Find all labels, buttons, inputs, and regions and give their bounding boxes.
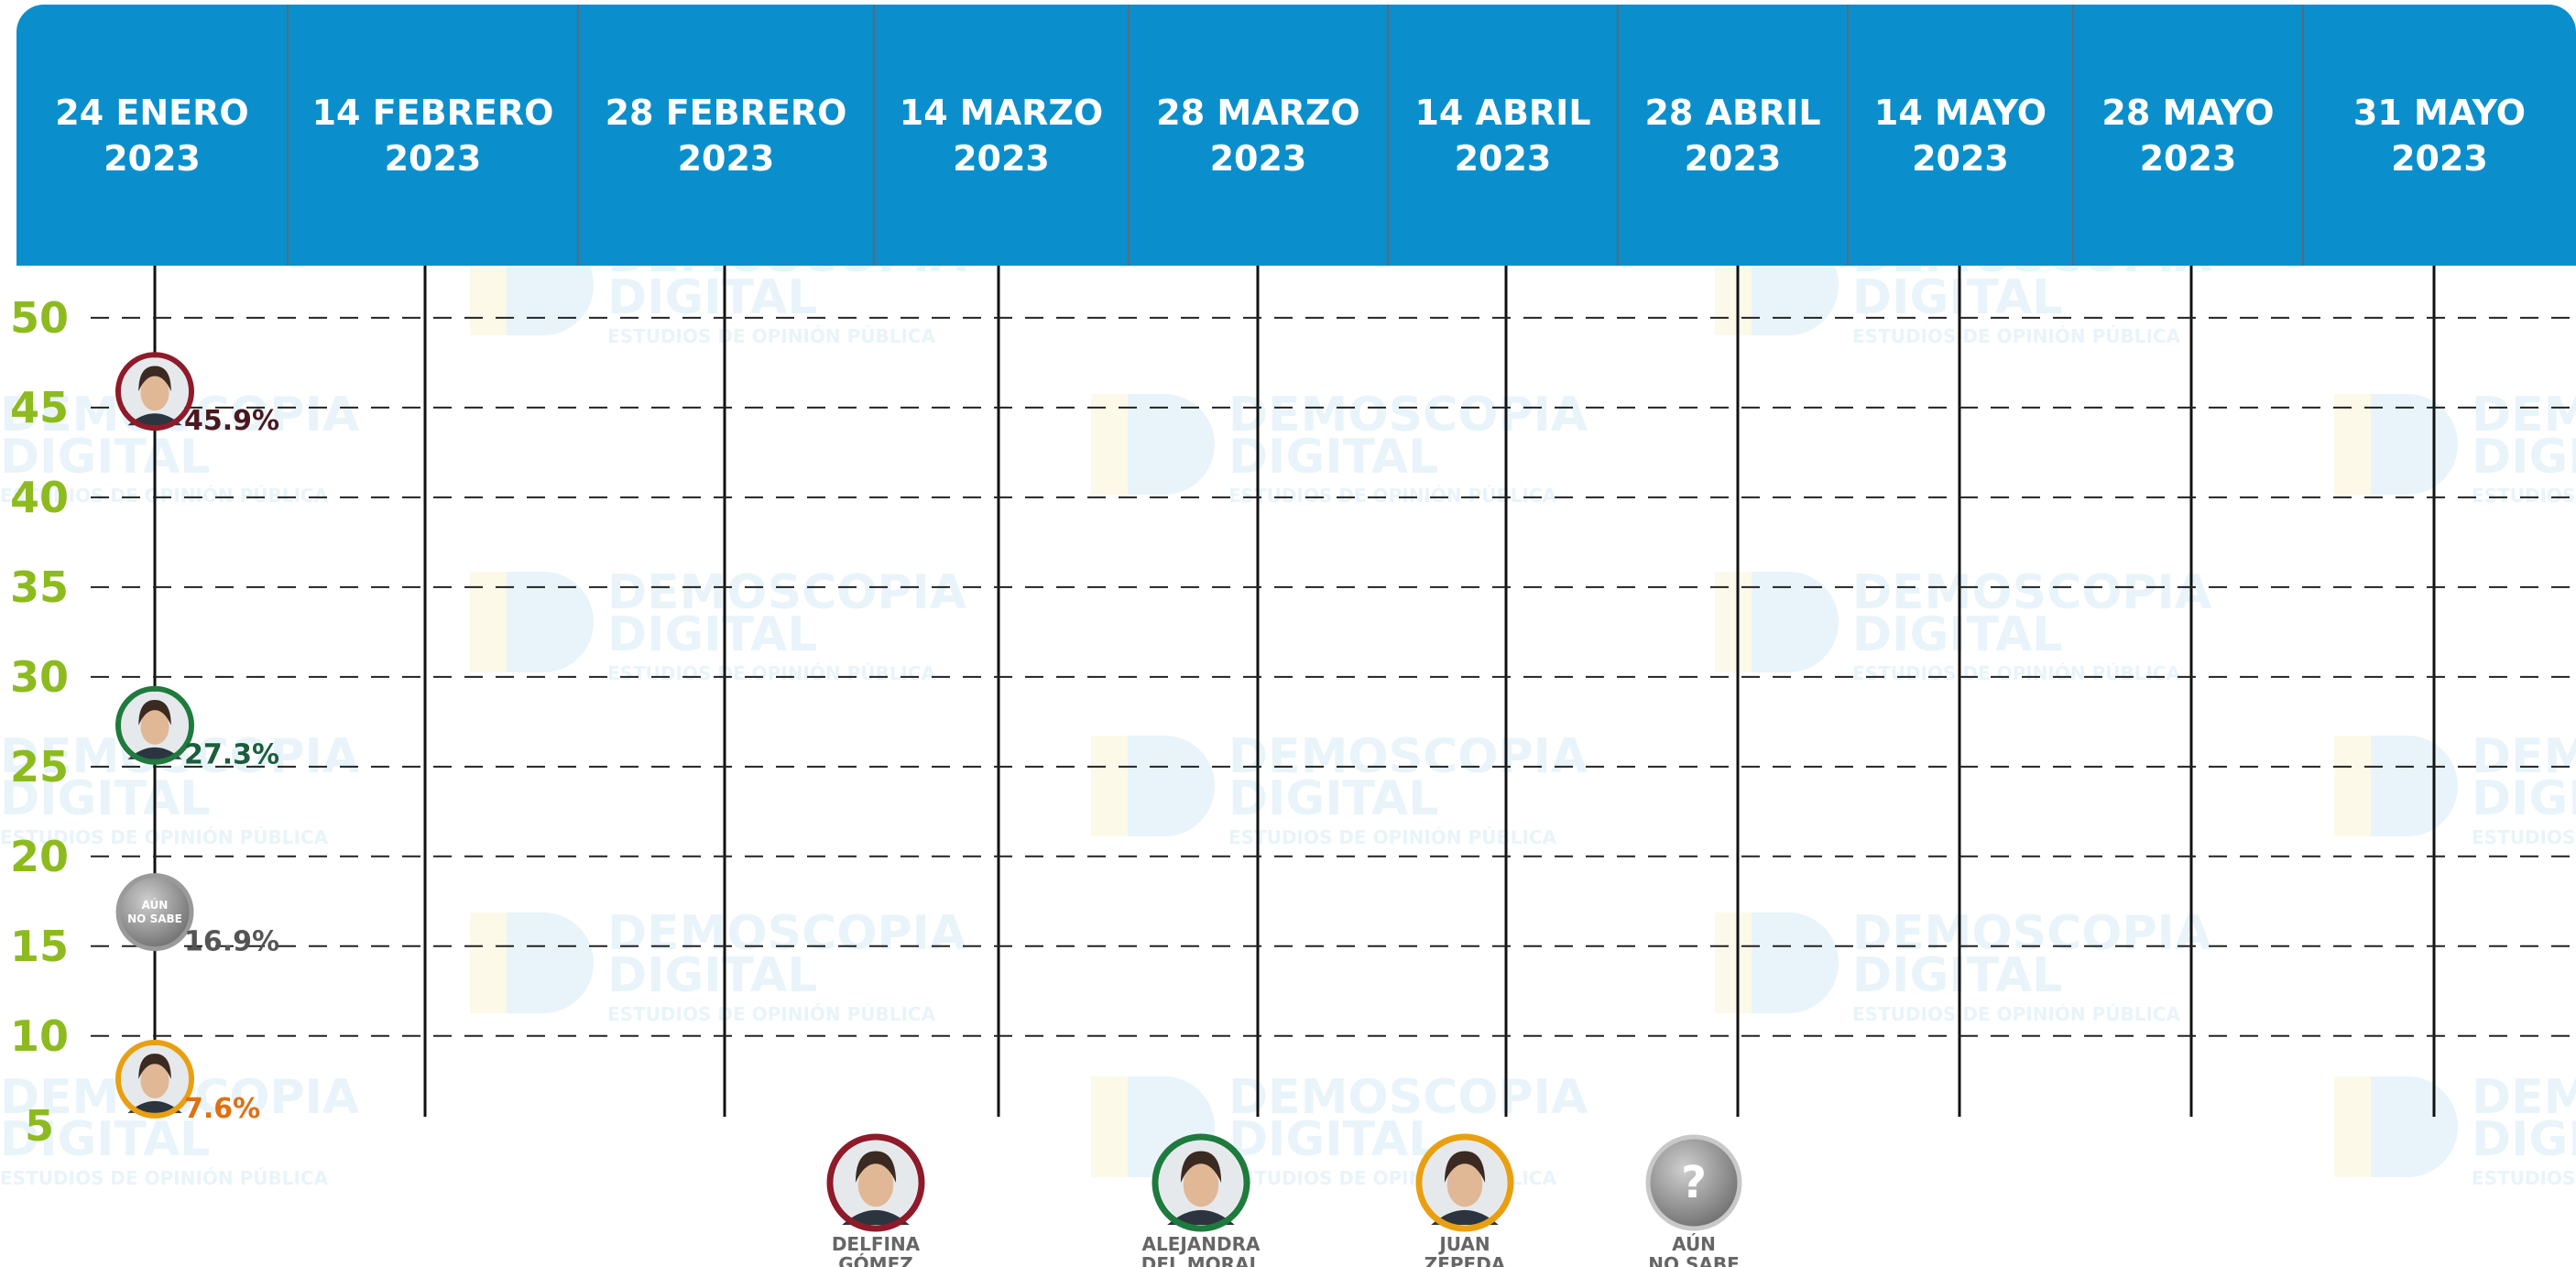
x-tick-label: 31 MAYO 2023	[2303, 5, 2576, 266]
y-tick-label: 35	[10, 563, 69, 612]
watermark-text: DIGITAL	[1228, 1112, 1438, 1167]
watermark-logo	[2371, 394, 2458, 495]
x-tick-label: 14 MAYO 2023	[1848, 5, 2073, 266]
watermark-logo	[1752, 912, 1839, 1013]
watermark-text: ESTUDIOS DE OPINIÓN PÚBLICA	[2472, 1167, 2576, 1189]
y-tick-label: 15	[10, 922, 69, 971]
watermark-logo	[1091, 1076, 1128, 1177]
legend-item	[830, 1137, 922, 1229]
watermark-text: DIGITAL	[2472, 771, 2576, 826]
watermark-text: ESTUDIOS DE OPINIÓN PÚBLICA	[2472, 826, 2576, 848]
legend-label: ALEJANDRA DEL MORAL	[1100, 1234, 1302, 1267]
watermark-text: DIGITAL	[1852, 607, 2062, 662]
watermark-text: ESTUDIOS DE OPINIÓN PÚBLICA	[1228, 826, 1557, 848]
watermark-text: DIGITAL	[2472, 430, 2576, 485]
watermark-text: ESTUDIOS DE OPINIÓN PÚBLICA	[1852, 1003, 2181, 1025]
y-tick-label: 20	[10, 832, 69, 881]
legend-label: JUAN ZEPEDA	[1364, 1234, 1566, 1267]
x-tick-label: 28 MARZO 2023	[1129, 5, 1388, 266]
y-tick-label: 5	[25, 1101, 54, 1151]
x-tick-label: 28 MAYO 2023	[2073, 5, 2303, 266]
watermark-text: DIGITAL	[2472, 1112, 2576, 1167]
data-point	[118, 689, 191, 762]
watermark-logo	[1715, 912, 1752, 1013]
y-tick-label: 50	[10, 293, 69, 343]
watermark-text: ESTUDIOS DE OPINIÓN PÚBLICA	[607, 662, 936, 684]
watermark-text: ESTUDIOS DE OPINIÓN PÚBLICA	[1852, 325, 2181, 347]
data-label: 45.9%	[184, 405, 279, 437]
x-tick-label: 14 MARZO 2023	[874, 5, 1129, 266]
y-tick-label: 10	[10, 1011, 69, 1061]
watermark-text: ESTUDIOS DE OPINIÓN PÚBLICA	[0, 1167, 329, 1189]
watermark-logo	[507, 912, 594, 1013]
data-label: 7.6%	[184, 1093, 260, 1125]
y-tick-label: 30	[10, 652, 69, 702]
watermark-logo	[1128, 736, 1215, 836]
marker-label: AÚN NO SABE	[118, 876, 191, 949]
legend-label: DELFINA GÓMEZ	[775, 1234, 977, 1267]
x-tick-label: 14 ABRIL 2023	[1388, 5, 1618, 266]
y-tick-label: 40	[10, 473, 69, 522]
page: DEMOSCOPIADIGITALESTUDIOS DE OPINIÓN PÚB…	[0, 0, 2576, 1267]
watermark-logo	[1128, 394, 1215, 495]
watermark-text: DIGITAL	[607, 607, 817, 662]
watermark-logo	[2334, 1076, 2371, 1177]
watermark-text: ESTUDIOS DE OPINIÓN PÚBLICA	[607, 325, 936, 347]
watermark-logo	[2334, 736, 2371, 836]
watermark-logo	[2334, 394, 2371, 495]
data-label: 16.9%	[184, 926, 279, 958]
legend-item	[1155, 1137, 1247, 1229]
watermark-logo	[1091, 736, 1128, 836]
watermark-logo	[2371, 1076, 2458, 1177]
y-tick-label: 25	[10, 742, 69, 792]
watermark-text: ESTUDIOS DE OPINIÓN PÚBLICA	[1228, 485, 1557, 507]
data-point	[118, 355, 191, 428]
watermark-text: DIGITAL	[1228, 771, 1438, 826]
watermark-text: DIGITAL	[1852, 948, 2062, 1003]
watermark-logo	[1752, 572, 1839, 672]
watermark-logo	[2371, 736, 2458, 836]
watermark-text: DIGITAL	[607, 948, 817, 1003]
watermark-text: ESTUDIOS DE OPINIÓN PÚBLICA	[1852, 662, 2181, 684]
legend-item	[1419, 1137, 1511, 1229]
watermark-logo	[1091, 394, 1128, 495]
watermark-text: ESTUDIOS DE OPINIÓN PÚBLICA	[607, 1003, 936, 1025]
legend-label: AÚN NO SABE	[1593, 1234, 1795, 1267]
x-tick-label: 24 ENERO 2023	[16, 5, 288, 266]
y-tick-label: 45	[10, 383, 69, 432]
watermark-logo	[470, 912, 507, 1013]
watermark-text: ESTUDIOS DE OPINIÓN PÚBLICA	[2472, 485, 2576, 507]
x-tick-label: 14 FEBRERO 2023	[288, 5, 578, 266]
watermark-logo	[507, 572, 594, 672]
x-tick-label: 28 FEBRERO 2023	[578, 5, 874, 266]
x-tick-label: 28 ABRIL 2023	[1618, 5, 1848, 266]
legend-icon-text: ?	[1648, 1137, 1740, 1229]
data-label: 27.3%	[184, 739, 279, 771]
watermark-text: DIGITAL	[1228, 430, 1438, 485]
data-point	[118, 1043, 191, 1116]
